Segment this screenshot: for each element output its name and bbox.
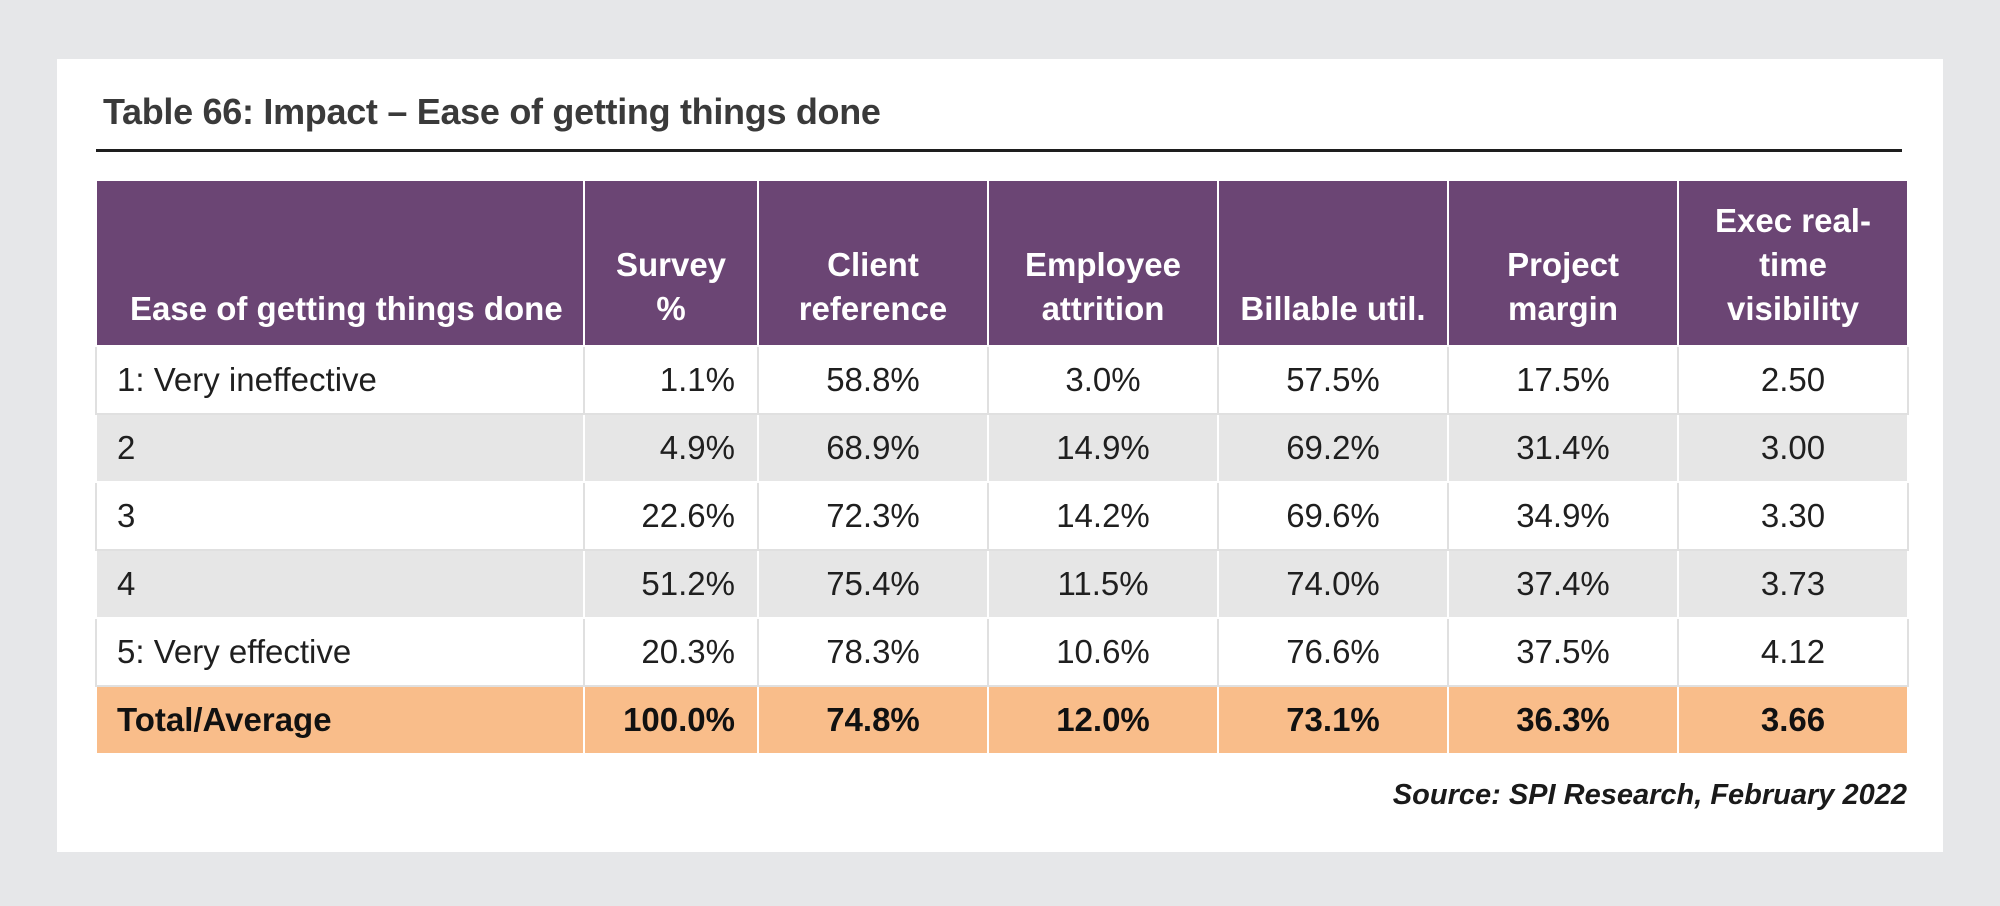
cell-project-margin: 37.4% xyxy=(1447,549,1679,619)
row-label: 1: Very ineffective xyxy=(95,345,585,415)
col-header-margin-line2: margin xyxy=(1507,290,1619,327)
report-card: Table 66: Impact – Ease of getting thing… xyxy=(57,59,1943,852)
cell-survey: 4.9% xyxy=(583,413,759,483)
cell-billable-util: 69.6% xyxy=(1217,481,1449,551)
cell-client-reference: 58.8% xyxy=(757,345,989,415)
cell-employee-attrition: 14.9% xyxy=(987,413,1219,483)
row-label: 2 xyxy=(95,413,585,483)
total-employee-attrition: 12.0% xyxy=(987,685,1219,755)
cell-survey: 20.3% xyxy=(583,617,759,687)
cell-billable-util: 76.6% xyxy=(1217,617,1449,687)
col-header-exec-line2: time xyxy=(1759,246,1827,283)
table-row: 5: Very effective 20.3% 78.3% 10.6% 76.6… xyxy=(95,617,1909,687)
header-row: Ease of getting things done Survey % Cli… xyxy=(95,179,1909,347)
table-row: 4 51.2% 75.4% 11.5% 74.0% 37.4% 3.73 xyxy=(95,549,1909,619)
row-label: 5: Very effective xyxy=(95,617,585,687)
cell-billable-util: 74.0% xyxy=(1217,549,1449,619)
cell-project-margin: 17.5% xyxy=(1447,345,1679,415)
data-table: Ease of getting things done Survey % Cli… xyxy=(95,179,1909,755)
cell-exec-visibility: 4.12 xyxy=(1677,617,1909,687)
cell-project-margin: 31.4% xyxy=(1447,413,1679,483)
total-row: Total/Average 100.0% 74.8% 12.0% 73.1% 3… xyxy=(95,685,1909,755)
total-client-reference: 74.8% xyxy=(757,685,989,755)
total-billable-util: 73.1% xyxy=(1217,685,1449,755)
col-header-billable: Billable util. xyxy=(1217,179,1449,347)
col-header-ease: Ease of getting things done xyxy=(95,179,585,347)
cell-survey: 22.6% xyxy=(583,481,759,551)
col-header-attrition-line2: attrition xyxy=(1041,290,1165,327)
source-note: Source: SPI Research, February 2022 xyxy=(1392,779,1907,811)
col-header-exec: Exec real- time visibility xyxy=(1677,179,1909,347)
total-label: Total/Average xyxy=(95,685,585,755)
cell-survey: 1.1% xyxy=(583,345,759,415)
col-header-margin-line1: Project xyxy=(1507,246,1619,283)
cell-employee-attrition: 11.5% xyxy=(987,549,1219,619)
cell-project-margin: 37.5% xyxy=(1447,617,1679,687)
col-header-exec-line3: visibility xyxy=(1726,290,1860,327)
table-title: Table 66: Impact – Ease of getting thing… xyxy=(103,91,881,132)
cell-billable-util: 69.2% xyxy=(1217,413,1449,483)
col-header-attrition-line1: Employee xyxy=(1025,246,1181,283)
total-project-margin: 36.3% xyxy=(1447,685,1679,755)
row-label: 4 xyxy=(95,549,585,619)
cell-client-reference: 78.3% xyxy=(757,617,989,687)
cell-project-margin: 34.9% xyxy=(1447,481,1679,551)
col-header-attrition: Employee attrition xyxy=(987,179,1219,347)
col-header-exec-line1: Exec real- xyxy=(1715,202,1871,239)
col-header-survey-line2: % xyxy=(656,290,686,327)
cell-exec-visibility: 3.00 xyxy=(1677,413,1909,483)
table-row: 2 4.9% 68.9% 14.9% 69.2% 31.4% 3.00 xyxy=(95,413,1909,483)
cell-client-reference: 75.4% xyxy=(757,549,989,619)
cell-employee-attrition: 14.2% xyxy=(987,481,1219,551)
row-label: 3 xyxy=(95,481,585,551)
col-header-survey: Survey % xyxy=(583,179,759,347)
cell-exec-visibility: 2.50 xyxy=(1677,345,1909,415)
col-header-survey-line1: Survey xyxy=(615,246,727,283)
col-header-client: Client reference xyxy=(757,179,989,347)
table-row: 3 22.6% 72.3% 14.2% 69.6% 34.9% 3.30 xyxy=(95,481,1909,551)
cell-employee-attrition: 10.6% xyxy=(987,617,1219,687)
cell-employee-attrition: 3.0% xyxy=(987,345,1219,415)
col-header-client-line1: Client xyxy=(827,246,919,283)
cell-exec-visibility: 3.73 xyxy=(1677,549,1909,619)
col-header-client-line2: reference xyxy=(798,290,948,327)
cell-client-reference: 72.3% xyxy=(757,481,989,551)
title-divider xyxy=(96,149,1902,152)
total-survey: 100.0% xyxy=(583,685,759,755)
cell-billable-util: 57.5% xyxy=(1217,345,1449,415)
cell-client-reference: 68.9% xyxy=(757,413,989,483)
cell-exec-visibility: 3.30 xyxy=(1677,481,1909,551)
total-exec-visibility: 3.66 xyxy=(1677,685,1909,755)
col-header-margin: Project margin xyxy=(1447,179,1679,347)
table-row: 1: Very ineffective 1.1% 58.8% 3.0% 57.5… xyxy=(95,345,1909,415)
cell-survey: 51.2% xyxy=(583,549,759,619)
